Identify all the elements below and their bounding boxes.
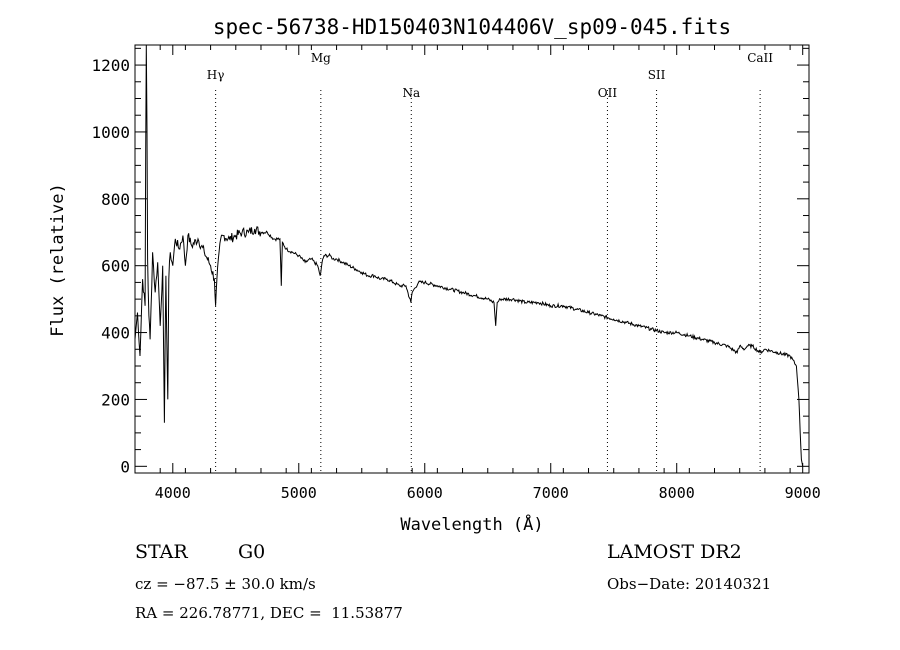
- x-tick-label: 6000: [407, 484, 443, 502]
- line-marker-label: Mg: [311, 51, 331, 65]
- line-marker-label: Na: [402, 86, 420, 100]
- spectrum-line: [134, 44, 804, 467]
- line-marker-label: Hγ: [207, 68, 225, 82]
- line-marker-label: OII: [598, 86, 618, 100]
- plot-frame: [134, 44, 810, 474]
- object-class: STAR: [135, 541, 188, 563]
- observation-date: Obs−Date: 20140321: [607, 575, 772, 593]
- x-axis-label: Wavelength (Å): [400, 513, 543, 535]
- y-axis-label: Flux (relative): [48, 183, 68, 337]
- object-subclass: G0: [238, 541, 266, 563]
- x-tick-label: 4000: [155, 484, 191, 502]
- survey-name: LAMOST DR2: [607, 541, 742, 563]
- y-tick-label: 200: [101, 390, 130, 409]
- chart-title: spec-56738-HD150403N104406V_sp09-045.fit…: [213, 15, 731, 39]
- line-marker-label: CaII: [747, 51, 773, 65]
- y-tick-label: 400: [101, 324, 130, 343]
- y-tick-label: 0: [120, 457, 130, 476]
- x-tick-label: 7000: [533, 484, 569, 502]
- y-tick-label: 1000: [91, 123, 130, 142]
- coordinates-text: RA = 226.78771, DEC = 11.53877: [135, 604, 403, 622]
- axis-ticks: 4000 5000 6000 7000 8000 9000 0 200 400 600 800 100…: [91, 45, 821, 502]
- x-tick-label: 8000: [659, 484, 695, 502]
- y-tick-label: 800: [101, 190, 130, 209]
- y-tick-label: 600: [101, 257, 130, 276]
- x-tick-label: 5000: [281, 484, 317, 502]
- spectral-line-markers: Hγ Mg Na OII SII CaII: [207, 51, 773, 473]
- redshift-text: cz = −87.5 ± 30.0 km/s: [135, 575, 316, 593]
- line-marker-label: SII: [648, 68, 666, 82]
- x-tick-label: 9000: [785, 484, 821, 502]
- y-tick-label: 1200: [91, 56, 130, 75]
